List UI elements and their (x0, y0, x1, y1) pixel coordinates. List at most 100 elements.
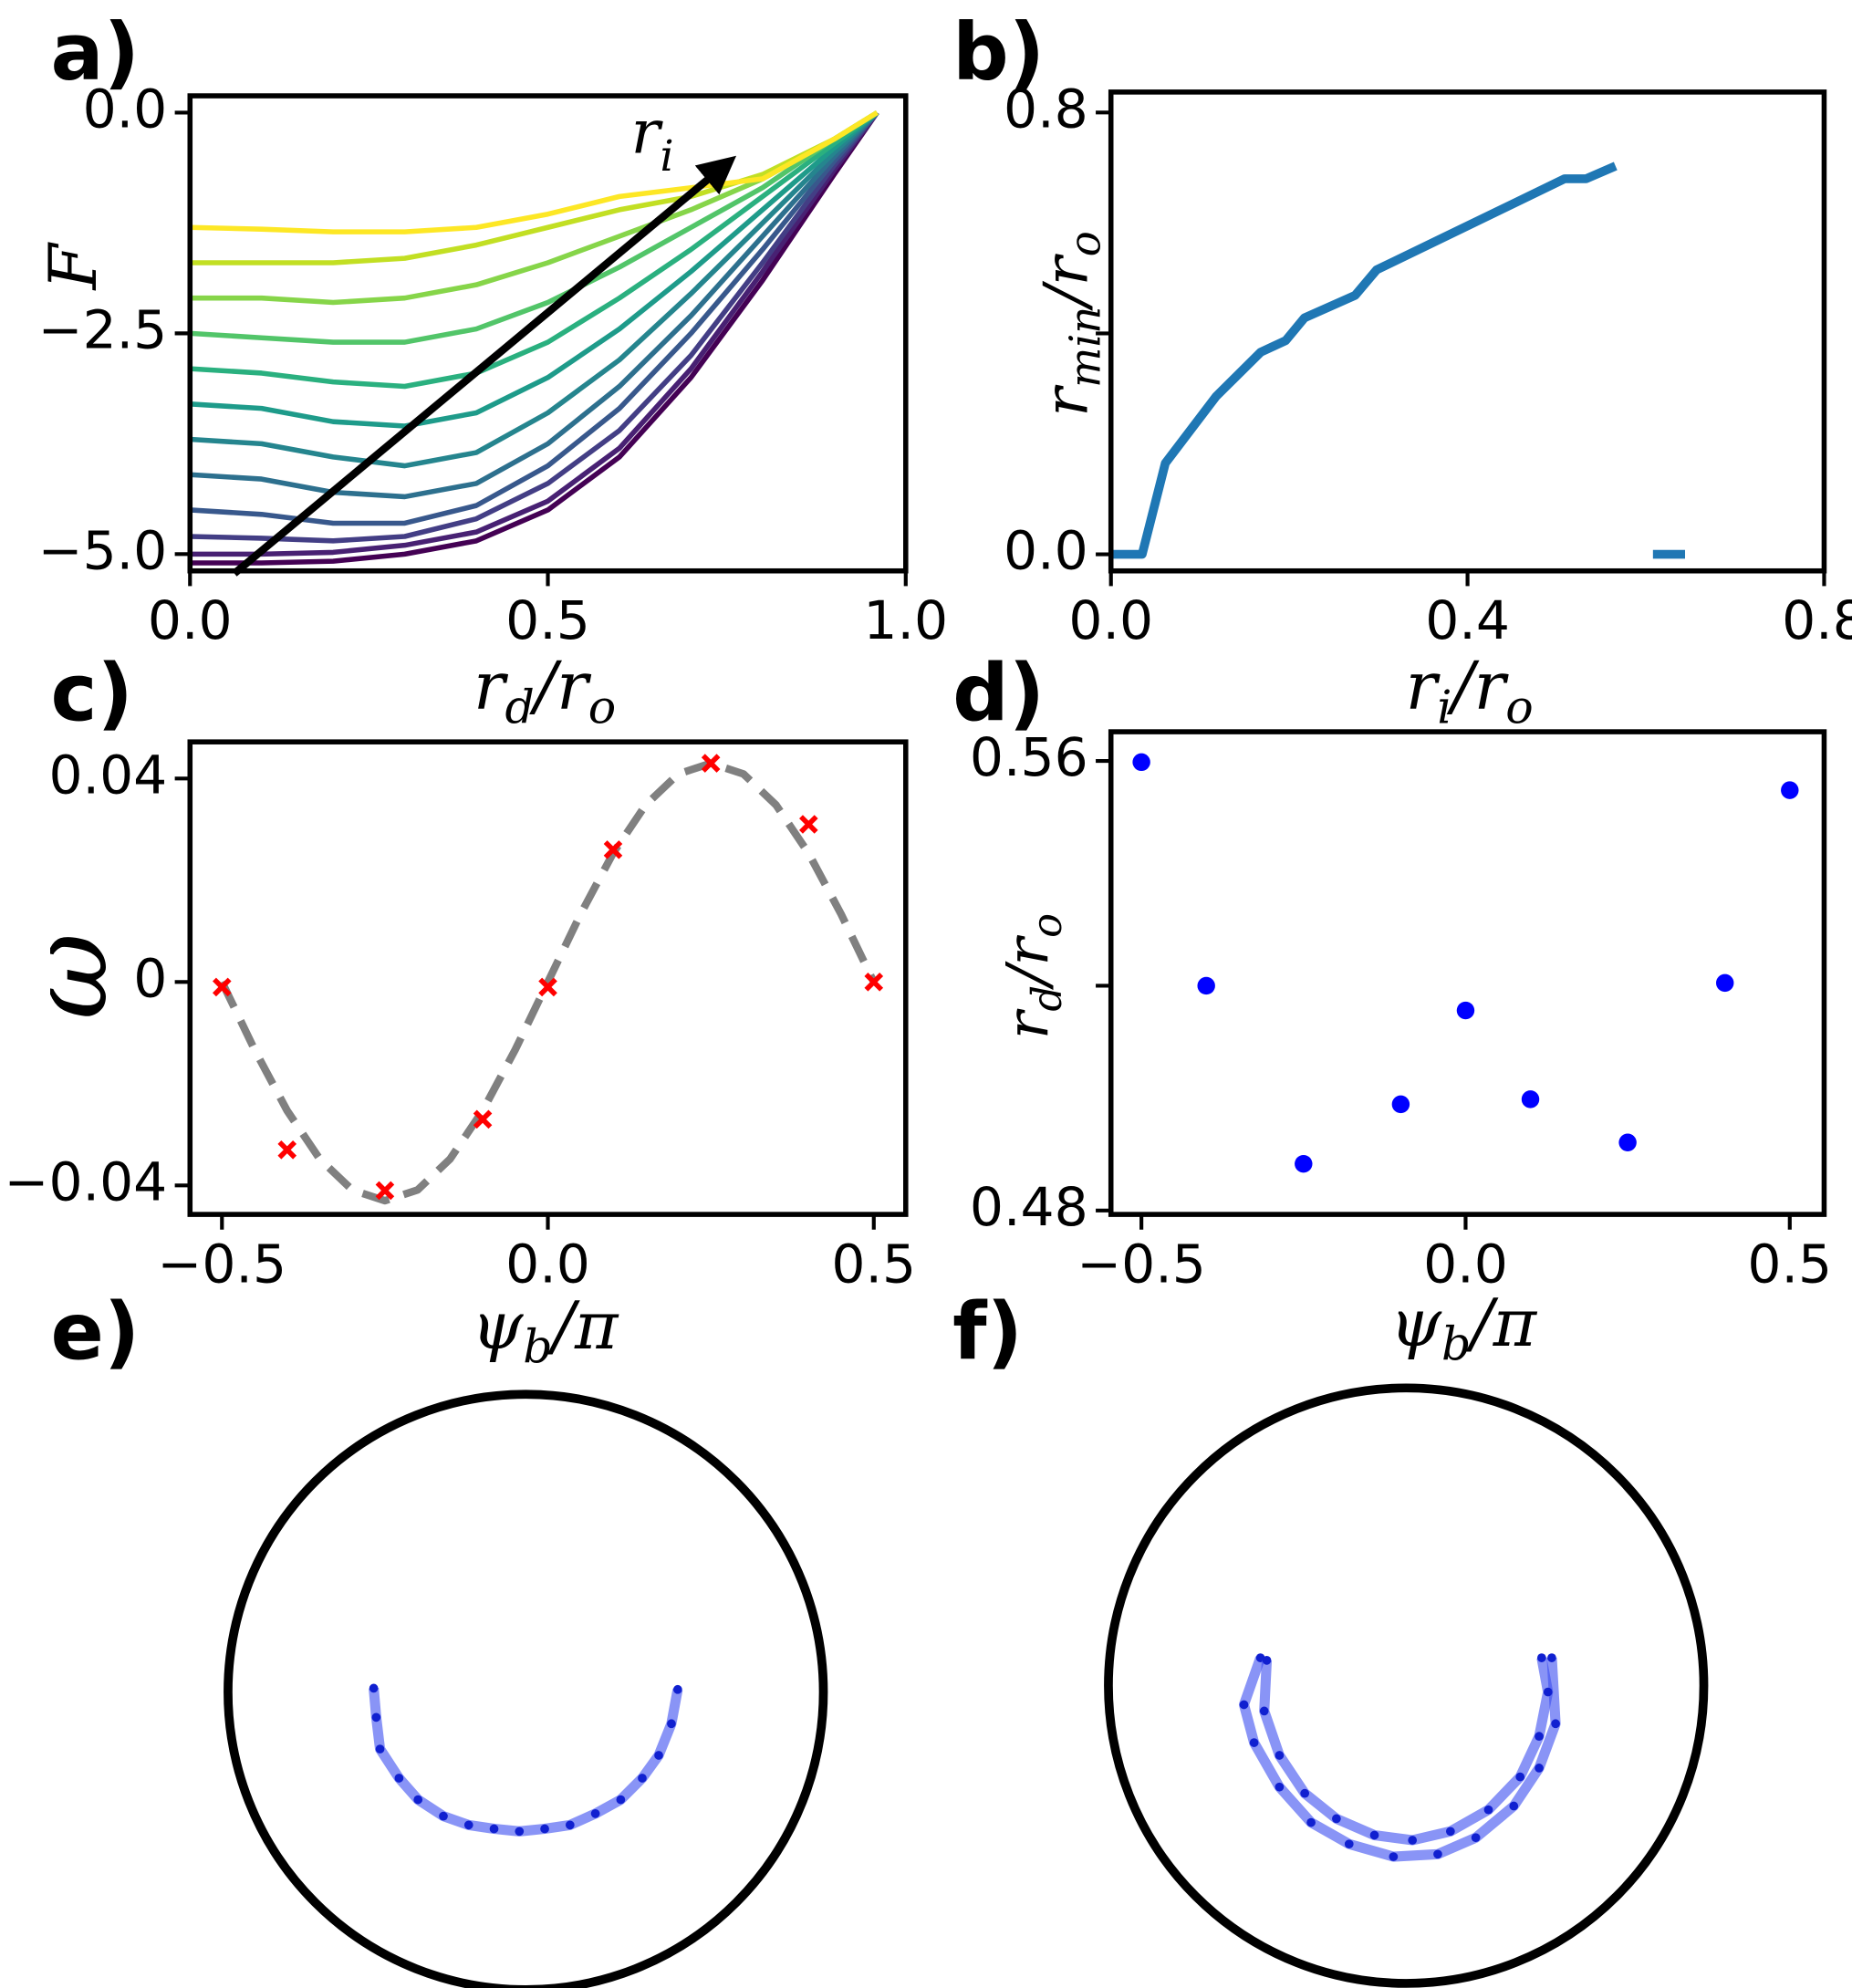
line (190, 110, 879, 265)
y-axis-label: rd/ro (994, 913, 1070, 1039)
panel-label: d) (952, 649, 1045, 740)
trajectory-point (1515, 1772, 1525, 1782)
marker-x (212, 977, 232, 997)
plot-area (1110, 161, 1686, 559)
label-part: i (1437, 680, 1451, 734)
trajectory-point (1344, 1839, 1354, 1849)
trajectory-point (1300, 1788, 1310, 1798)
y-axis-label: F (36, 242, 112, 292)
annotation-part: r (631, 97, 664, 168)
trajectory-point (439, 1811, 448, 1821)
trajectory-point (638, 1774, 647, 1783)
trajectory-point (1239, 1700, 1249, 1710)
label-part: o (1505, 680, 1533, 734)
trajectory-point (654, 1751, 663, 1760)
x-axis-label: ri/ro (1406, 649, 1534, 734)
trajectory-point (1332, 1814, 1341, 1824)
trajectory-point (371, 1712, 381, 1723)
label-part: r (1030, 384, 1101, 417)
line (190, 110, 879, 526)
trajectory-point (1536, 1653, 1546, 1662)
trajectory-point (1433, 1849, 1442, 1859)
trajectory-point (1551, 1719, 1560, 1729)
x-tick-label: 0.4 (1425, 589, 1510, 651)
marker-x (473, 1109, 493, 1129)
label-part: /r (1446, 649, 1509, 725)
trajectory-point (1408, 1836, 1418, 1845)
line (190, 110, 879, 544)
panel-label: f) (952, 1286, 1023, 1378)
x-tick-label: 0.8 (1782, 589, 1852, 651)
line (218, 759, 878, 1205)
panel-label: c) (51, 649, 133, 740)
line (190, 110, 879, 306)
marker-x (603, 840, 623, 859)
trajectory-point (672, 1684, 682, 1694)
y-tick-label: 0.48 (970, 1176, 1088, 1238)
x-tick-label: 0.0 (1423, 1233, 1508, 1296)
y-tick-label: 0 (133, 947, 167, 1009)
label-part: ψ (472, 1288, 525, 1365)
label-part: /π (1465, 1285, 1537, 1362)
line (190, 110, 879, 566)
marker-x (375, 1181, 395, 1201)
y-tick-label: −0.04 (5, 1150, 168, 1213)
boundary-circle (1104, 1383, 1709, 1988)
line (190, 110, 879, 500)
trajectory-point (1249, 1738, 1259, 1747)
label-part: d (505, 680, 534, 734)
panel-label: b) (952, 7, 1045, 99)
trajectory-point (463, 1820, 473, 1830)
x-tick-label: 0.0 (148, 589, 233, 651)
marker-dot (1618, 1133, 1637, 1151)
trajectory-point (375, 1744, 385, 1754)
marker-dot (1391, 1095, 1410, 1114)
plot-area (218, 759, 878, 1205)
trajectory-point (1306, 1817, 1316, 1827)
trajectory-point (565, 1820, 575, 1830)
line (190, 110, 879, 390)
marker-dot (1197, 976, 1215, 995)
line (190, 110, 879, 469)
x-tick-label: 0.0 (505, 1233, 590, 1296)
trajectory-point (1389, 1852, 1399, 1861)
trajectory-point (394, 1774, 404, 1783)
x-tick-label: 0.0 (1068, 589, 1153, 651)
marker-x (701, 754, 721, 773)
marker-x (799, 815, 818, 834)
label-part: b (1441, 1317, 1471, 1371)
trajectory (369, 1687, 683, 1837)
plot-frame (1108, 729, 1827, 1217)
trajectory-point (515, 1827, 525, 1837)
label-part: o (1023, 913, 1070, 938)
trajectory-point (1275, 1782, 1285, 1792)
trajectory-point (1535, 1732, 1544, 1742)
marker-x (277, 1140, 297, 1160)
trajectory-point (1509, 1801, 1519, 1811)
line (1110, 161, 1618, 559)
trajectory-point (1471, 1833, 1481, 1843)
trajectory-point (590, 1809, 600, 1818)
y-tick-label: 0.04 (48, 744, 167, 806)
trajectory-point (1259, 1706, 1269, 1716)
label-part: F (36, 242, 112, 292)
y-axis-label: ω (7, 933, 131, 1020)
label-part: min (1061, 307, 1110, 388)
x-axis-label: rd/ro (473, 649, 616, 734)
trajectory-point (369, 1683, 379, 1693)
marker-dot (1521, 1090, 1540, 1108)
plot-frame (1108, 89, 1827, 574)
trajectory-point (616, 1795, 626, 1805)
y-axis-label: rmin/ro (1030, 231, 1110, 416)
trajectory (1238, 1656, 1561, 1862)
trajectory-point (540, 1824, 549, 1834)
x-tick-label: 1.0 (863, 589, 948, 651)
y-tick-label: −5.0 (38, 519, 168, 581)
trajectory-point (1445, 1827, 1455, 1837)
annotation-arrow (232, 155, 737, 577)
trajectory-point (489, 1824, 499, 1834)
plot-area (190, 110, 879, 566)
label-part: r (994, 1008, 1062, 1039)
x-tick-label: 0.5 (505, 589, 590, 651)
